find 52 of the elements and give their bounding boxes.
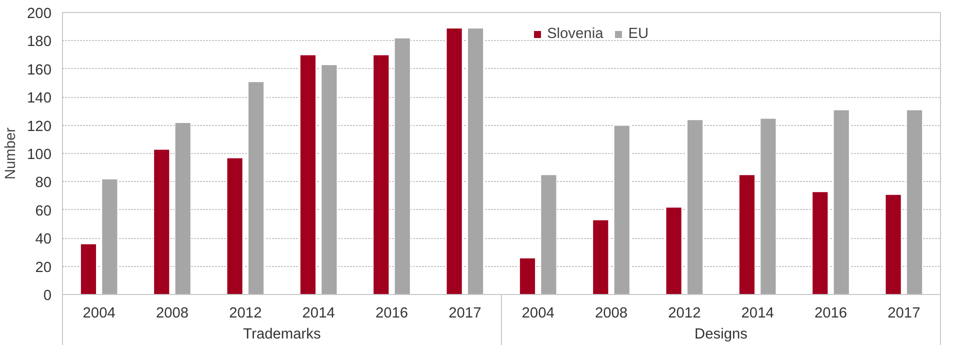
text: Trademarks: [243, 326, 321, 342]
bar: [446, 28, 463, 294]
y-tick-label: 200: [27, 6, 52, 22]
bar: [394, 37, 411, 294]
y-tick-label: 140: [27, 90, 52, 107]
y-tick-label: 160: [27, 62, 52, 78]
y-tick-label: 80: [35, 175, 52, 192]
y-tick-label: 0: [43, 288, 52, 304]
x-tick-label: 2016: [814, 306, 848, 322]
bar: [372, 54, 390, 294]
bar: [760, 118, 777, 294]
y-tick-label: 180: [27, 34, 52, 50]
bar: [665, 206, 682, 294]
bar: [518, 257, 536, 294]
bar: [101, 178, 118, 294]
text: Designs: [694, 326, 748, 342]
x-tick-label: 2017: [448, 306, 482, 322]
x-tick-label: 2004: [82, 306, 116, 322]
bar: [686, 119, 704, 294]
x-tick-label: 2004: [522, 306, 554, 322]
x-tick-label: 2014: [302, 306, 335, 322]
x-tick-label: 2008: [156, 306, 189, 322]
bar: [466, 28, 484, 294]
bar: [80, 243, 98, 294]
bar: [906, 109, 924, 294]
x-tick-label: 2014: [741, 306, 774, 322]
legend-label: Slovenia: [547, 26, 604, 42]
y-tick-label: 120: [27, 118, 52, 135]
y-axis-title: Number: [3, 127, 20, 180]
bar: [613, 124, 630, 294]
x-tick-label: 2008: [594, 306, 628, 322]
x-tick-label: 2012: [668, 306, 701, 322]
x-tick-label: 2017: [888, 306, 920, 322]
bar: [247, 81, 265, 294]
bar: [320, 64, 338, 294]
bar: [174, 122, 192, 294]
bar: [226, 157, 244, 294]
y-tick-label: 100: [27, 147, 52, 163]
bar: [299, 54, 317, 294]
bar: [884, 194, 902, 294]
bar: [153, 148, 170, 294]
bar: [832, 109, 850, 294]
x-tick-label: 2012: [229, 306, 262, 322]
bar: [738, 174, 756, 294]
y-tick-label: 20: [35, 260, 52, 276]
y-tick-label: 40: [35, 232, 52, 248]
y-tick-label: 60: [35, 203, 52, 220]
bar: [812, 191, 829, 294]
bar: [540, 174, 558, 294]
x-tick-label: 2016: [375, 306, 408, 322]
legend-label: EU: [628, 26, 649, 42]
bar: [592, 219, 610, 294]
